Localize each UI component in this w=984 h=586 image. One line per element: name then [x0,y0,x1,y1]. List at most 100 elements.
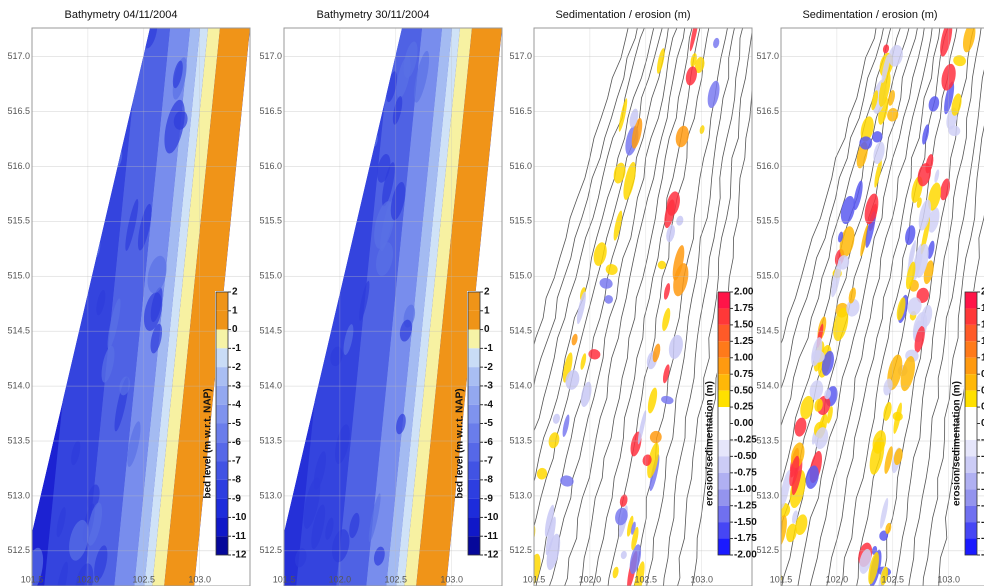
colorbar-segment [718,505,730,523]
y-tick-label: 514.5 [509,326,532,336]
x-tick-label: 102.5 [882,574,905,584]
panel-title: Bathymetry 30/11/2004 [317,9,430,21]
colorbar-tick-label: -12 [484,550,499,561]
colorbar-segment [468,329,480,349]
contour-line [534,28,655,483]
colorbar-tick-label: -6 [484,437,493,448]
change-patch [707,80,720,109]
change-patch [872,131,883,143]
change-patch [657,260,667,270]
change-patch [839,226,855,258]
change-patch [662,307,671,332]
colorbar-segment [718,341,730,358]
colorbar-tick-label: -1 [484,343,493,354]
change-patch [882,44,890,54]
colorbar-tick-label: 0.75 [981,369,984,380]
depth-patch [120,28,140,65]
colorbar-tick-label: -1.75 [734,533,757,544]
colorbar-segment [468,479,480,499]
change-patch [647,387,658,414]
change-patch [916,197,922,209]
colorbar-segment [965,423,977,440]
depth-patch [150,287,163,323]
colorbar: 2.00 1.75 1.50 1.25 1.00 0.75 0.50 0.25 0.00 -0.2… [705,287,758,561]
colorbar-segment [468,423,480,443]
y-tick-label: 516.0 [7,161,30,171]
change-patch [652,343,661,363]
depth-patch [303,477,321,529]
depth-patch [94,545,108,581]
depth-patch [340,132,355,184]
y-tick-label: 515.5 [259,216,282,226]
change-patch [588,349,601,360]
x-tick-label: 103.0 [690,574,713,584]
colorbar-tick-label: -1.50 [734,517,757,528]
contour-line [534,28,638,389]
contour-line [534,28,663,528]
change-patch [685,66,697,86]
depth-patch [173,110,188,130]
colorbar-segment [468,385,480,405]
colorbar-tick-label: -4 [484,399,493,410]
x-tick-label: 102.0 [77,574,100,584]
change-patch [878,71,891,107]
colorbar-segment [468,517,480,537]
y-tick-label: 515.5 [509,216,532,226]
change-patch [922,124,930,145]
change-patch [881,54,890,83]
change-patch [791,458,803,496]
change-patch [619,494,628,507]
depth-patch [349,512,360,539]
change-patch [940,178,951,201]
change-patch [605,264,618,275]
y-tick-label: 513.0 [7,490,30,500]
colorbar-tick-label: -3 [484,381,493,392]
colorbar-segment [718,357,730,375]
change-patch [612,566,619,579]
change-patch [599,278,613,289]
colorbar-label: erosion/sedimentation (m) [705,381,716,506]
change-patch [853,180,863,211]
change-patch [864,193,879,225]
colorbar-tick-label: 2.00 [734,287,754,298]
colorbar-segment [468,461,480,480]
change-patch [884,446,893,474]
colorbar-tick-label: -8 [484,474,493,485]
depth-patch [311,504,326,550]
depth-patch [77,229,94,265]
contour-line [592,28,701,586]
y-tick-label: 513.5 [756,435,779,445]
depth-patch [396,413,406,435]
colorbar-label: bed level (m w.r.t. NAP) [455,388,466,498]
change-patch [814,398,823,412]
colorbar-tick-label: -9 [484,493,493,504]
panel-title: Bathymetry 04/11/2004 [65,9,178,21]
colorbar-segment [216,479,228,499]
change-patch [944,81,955,115]
change-patch [699,125,705,135]
change-patch [620,550,627,560]
change-patch [661,395,674,405]
depth-patch [390,181,406,220]
depth-patch [331,529,350,563]
y-tick-label: 514.0 [7,380,30,390]
colorbar-tick-label: 1.50 [734,320,754,331]
contour-line [646,28,735,586]
colorbar-segment [965,538,977,555]
change-patch [860,116,874,142]
x-tick-label: 101.5 [523,574,546,584]
depth-patch [403,41,418,79]
colorbar-segment [718,407,730,424]
change-patch [536,467,548,480]
colorbar-label: bed level (m w.r.t. NAP) [203,388,214,498]
colorbar-segment [718,522,730,539]
y-tick-label: 515.0 [7,271,30,281]
colorbar-tick-label: -1.75 [981,533,984,544]
contour-line [677,28,752,586]
change-patch [613,162,626,184]
change-patch [662,364,670,384]
depth-patch [325,517,334,540]
colorbar: 2 1 0 -1 -2 -3 -4 -5 -6 -7 -8 -9 -10 -11 -12 bed level … [455,287,499,561]
change-patch [630,521,636,535]
change-patch [571,333,578,346]
